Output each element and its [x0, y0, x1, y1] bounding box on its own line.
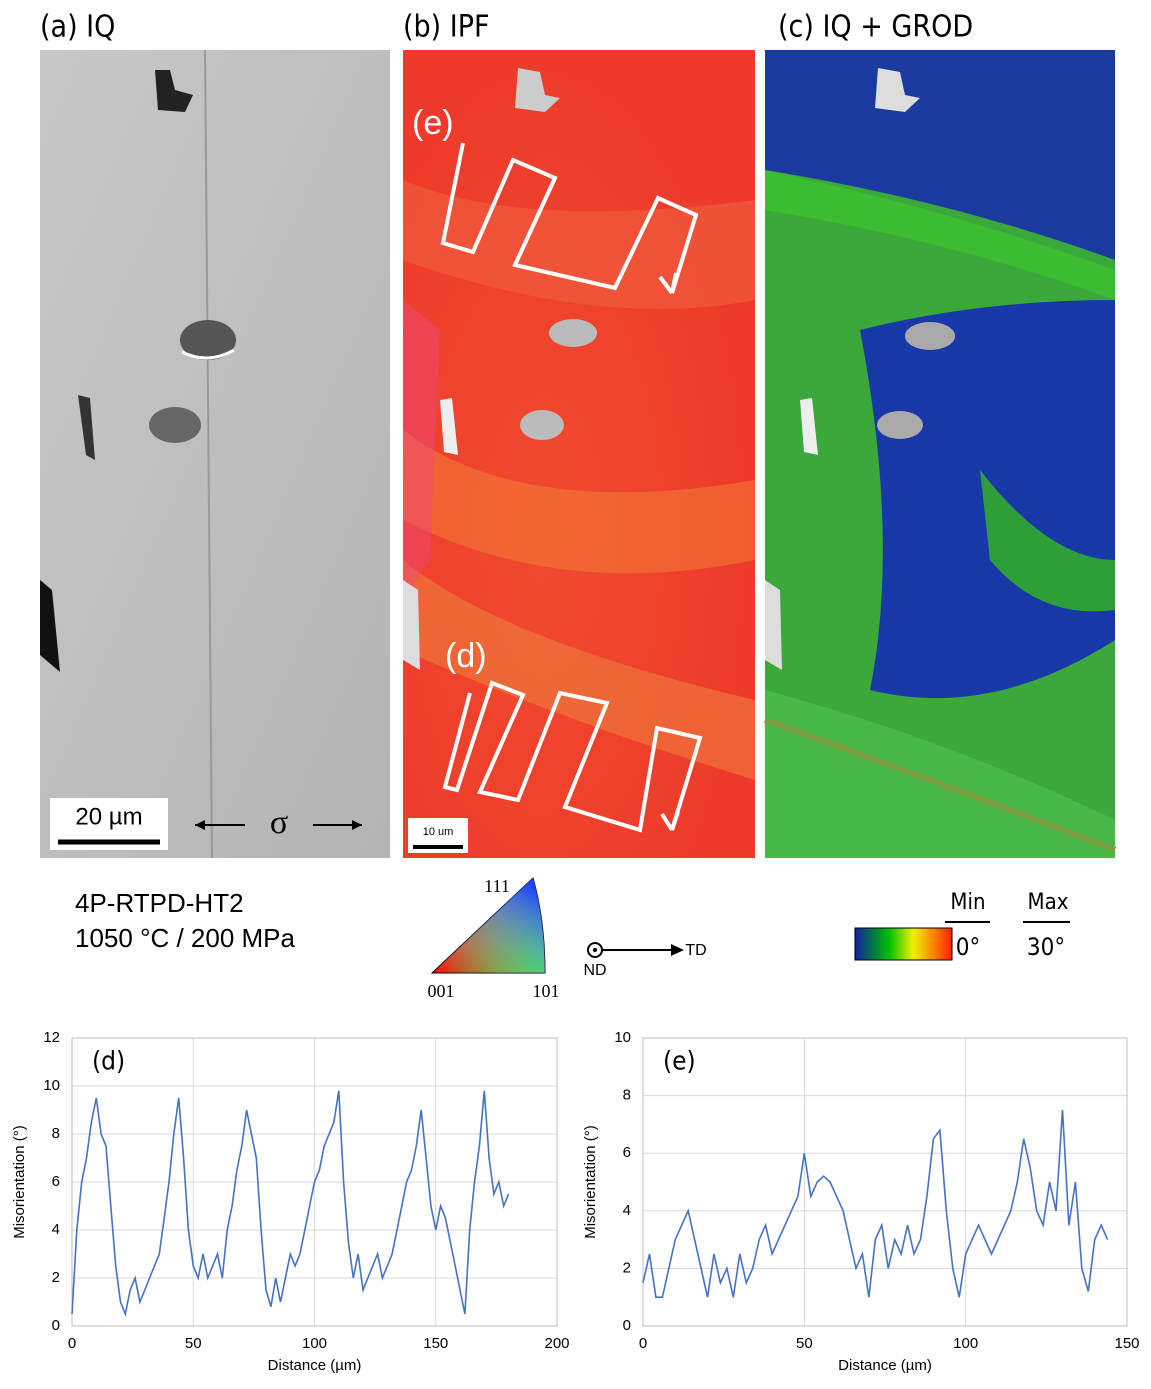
stress-symbol: σ [270, 804, 288, 841]
panel-label: (b) IPF [403, 10, 490, 45]
x-axis-title: Distance (µm) [268, 1357, 362, 1374]
max-label: Max [1028, 890, 1069, 915]
y-axis-title: Misorientation (°) [11, 1125, 28, 1239]
ipf-corner: 111 [484, 876, 510, 896]
y-axis-title: Misorientation (°) [582, 1125, 599, 1239]
test-condition: 1050 °C / 200 MPa [75, 923, 296, 953]
x-tick-label: 0 [639, 1335, 647, 1352]
plot-frame [71, 1037, 558, 1327]
path-label: (e) [412, 104, 454, 142]
y-tick-label: 6 [52, 1173, 60, 1190]
chart-annotation: (e) [663, 1047, 696, 1077]
x-tick-label: 200 [544, 1335, 569, 1352]
axis-label: ND [583, 962, 606, 979]
scale-bar-label: 20 µm [75, 803, 142, 830]
axis-label: TD [685, 942, 706, 959]
max-value: 30° [1027, 933, 1065, 961]
y-tick-label: 0 [52, 1317, 60, 1334]
x-tick-label: 0 [68, 1335, 76, 1352]
x-tick-label: 150 [423, 1335, 448, 1352]
ipf-triangle [430, 877, 546, 974]
axis-symbol [587, 942, 684, 958]
data-line [642, 1109, 1109, 1298]
y-tick-label: 12 [43, 1029, 60, 1046]
x-tick-label: 100 [302, 1335, 327, 1352]
x-tick-label: 50 [185, 1335, 202, 1352]
x-tick-label: 50 [796, 1335, 813, 1352]
x-tick-label: 150 [1114, 1335, 1139, 1352]
y-tick-label: 10 [43, 1077, 60, 1094]
x-axis-title: Distance (µm) [838, 1357, 932, 1374]
y-tick-label: 4 [623, 1202, 631, 1219]
y-tick-label: 8 [623, 1087, 631, 1104]
panel-label: (c) IQ + GROD [778, 10, 973, 45]
data-line [71, 1090, 510, 1317]
path-label: (d) [445, 637, 487, 675]
y-tick-label: 0 [623, 1317, 631, 1334]
y-tick-label: 2 [623, 1259, 631, 1276]
min-label: Min [950, 890, 985, 915]
grod-map [763, 50, 1117, 858]
y-tick-label: 8 [52, 1125, 60, 1142]
min-value: 0° [956, 933, 981, 961]
y-tick-label: 10 [614, 1029, 631, 1046]
scale-bar-label: 10 um [423, 826, 454, 838]
color-bar [854, 927, 953, 961]
y-tick-label: 4 [52, 1221, 60, 1238]
ipf-corner: 101 [533, 981, 560, 1001]
chart-annotation: (d) [92, 1047, 125, 1077]
x-tick-label: 100 [953, 1335, 978, 1352]
ipf-corner: 001 [428, 981, 455, 1001]
panel-label: (a) IQ [40, 10, 115, 45]
iq-map [40, 49, 390, 859]
y-tick-label: 2 [52, 1269, 60, 1286]
y-tick-label: 6 [623, 1144, 631, 1161]
sample-name: 4P-RTPD-HT2 [75, 888, 244, 918]
plot-frame [642, 1037, 1128, 1327]
ipf-map [403, 50, 755, 858]
